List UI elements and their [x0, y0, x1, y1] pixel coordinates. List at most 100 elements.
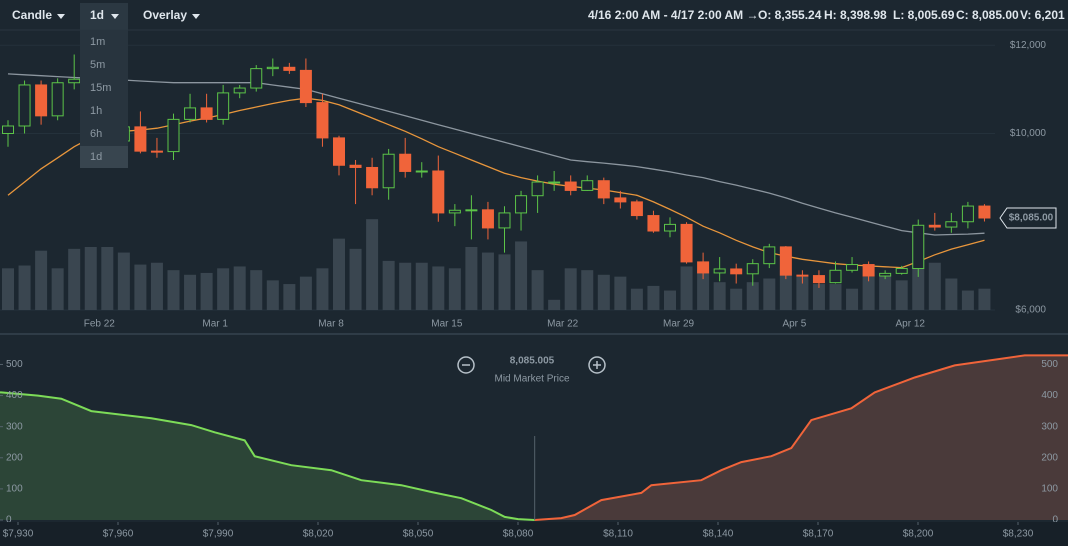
volume-bar: [415, 262, 428, 310]
candle-body: [217, 92, 230, 120]
volume-bar: [316, 268, 329, 310]
volume-bar: [366, 219, 379, 310]
volume-bar: [481, 252, 494, 310]
overlay-button[interactable]: Overlay: [143, 8, 200, 22]
volume-bar: [448, 268, 461, 310]
candle-body: [548, 181, 561, 184]
chart-style-button[interactable]: Candle: [12, 8, 65, 22]
volume-bar: [134, 264, 147, 310]
price-tag-box: [999, 207, 1057, 229]
y-tick-label: 100: [6, 484, 23, 495]
y-tick-label: 300: [6, 421, 23, 432]
bids-line: [0, 391, 535, 521]
price-tag-label: $8,085.00: [1009, 213, 1054, 224]
zoom-in-button[interactable]: [588, 356, 606, 374]
volume-bar: [730, 288, 743, 310]
candle-body: [961, 205, 974, 223]
button-ring: [457, 356, 475, 374]
candle-body: [730, 268, 743, 275]
candle-body: [564, 181, 577, 191]
menu-item[interactable]: 1d: [90, 151, 102, 163]
candle-body: [366, 166, 379, 189]
y-tick-label: $6,000: [1015, 305, 1046, 316]
volume-bar: [233, 266, 246, 310]
volume-bar: [217, 268, 230, 310]
zoom-out-button[interactable]: [457, 356, 475, 374]
menu-item[interactable]: 1m: [90, 36, 105, 48]
menu-item[interactable]: 1h: [90, 105, 102, 117]
mid-price: 8,085.005: [510, 356, 555, 367]
x-tick-label: $8,170: [803, 529, 834, 540]
volume-bar: [895, 280, 908, 310]
x-tick-label: $7,930: [3, 529, 34, 540]
menu-item[interactable]: 5m: [90, 59, 105, 71]
volume-bar: [978, 288, 991, 310]
asks-area: [534, 355, 1068, 520]
volume-bar: [465, 246, 478, 310]
candle-body: [928, 224, 941, 228]
menu-bg: [80, 30, 128, 168]
interval-menu: 1m 5m 15m 1h 6h 1d: [80, 30, 128, 168]
volume-bar: [283, 284, 296, 310]
y-tick-label: 0: [6, 515, 12, 526]
volume-bar: [399, 262, 412, 310]
volume-bar: [879, 274, 892, 310]
volume-bar: [597, 274, 610, 310]
volume-bar: [548, 299, 561, 310]
volume-bar: [630, 288, 643, 310]
candle-body: [862, 264, 875, 277]
volume-bar: [101, 246, 114, 310]
candle-body: [68, 78, 81, 84]
button-bg: [80, 3, 128, 30]
volume-bar: [432, 266, 445, 310]
volume-bar: [150, 262, 163, 310]
candle-body: [829, 269, 842, 284]
menu-item[interactable]: 15m: [90, 82, 111, 94]
x-tick-label: $8,080: [503, 529, 534, 540]
x-tick-label: Feb 22: [84, 319, 116, 330]
y2-tick-label: 500: [1041, 359, 1058, 370]
candle-body: [597, 180, 610, 199]
volume-bar: [515, 241, 528, 310]
candle-body: [581, 180, 594, 191]
interval-button[interactable]: 1d: [80, 3, 128, 30]
volume-bar: [531, 270, 544, 310]
candle-body: [167, 118, 180, 153]
candle-body: [912, 224, 925, 270]
dropdown-arrow: [111, 14, 119, 19]
volume-bar: [18, 265, 31, 310]
candle-body: [51, 82, 64, 117]
x-tick-label: $8,020: [303, 529, 334, 540]
dropdown-arrow: [192, 14, 200, 19]
candle-body: [498, 212, 511, 229]
asks-line: [534, 354, 1068, 521]
candle-body: [250, 68, 263, 89]
bids-area: [0, 392, 535, 520]
ohlcv-value: H: 8,398.98: [824, 8, 887, 22]
x-tick-label: $8,050: [403, 529, 434, 540]
candle-body: [879, 272, 892, 277]
candle-body: [2, 125, 14, 134]
menu-item[interactable]: 6h: [90, 128, 102, 140]
volume-bar: [51, 268, 64, 310]
candle-body: [978, 205, 991, 219]
candle-body: [432, 170, 445, 214]
candle-body: [465, 209, 478, 212]
candle-body: [233, 87, 246, 94]
x-tick-label: Mar 29: [663, 319, 695, 330]
dropdown-arrow: [57, 14, 65, 19]
candle-body: [812, 275, 825, 284]
y2-tick-label: 300: [1041, 421, 1058, 432]
candle-body: [349, 164, 362, 168]
candle-body: [150, 150, 163, 153]
x-tick-label: $8,140: [703, 529, 734, 540]
volume-bar: [614, 276, 627, 310]
menu-selected-bg: [80, 146, 128, 168]
candle-body: [283, 66, 296, 71]
candle-body: [763, 246, 776, 265]
volume-bar: [184, 274, 197, 310]
volume-bar: [779, 270, 792, 310]
x-tick-label: Apr 12: [896, 319, 926, 330]
y-tick-label: $10,000: [1010, 128, 1047, 139]
volume-bar: [945, 278, 958, 310]
